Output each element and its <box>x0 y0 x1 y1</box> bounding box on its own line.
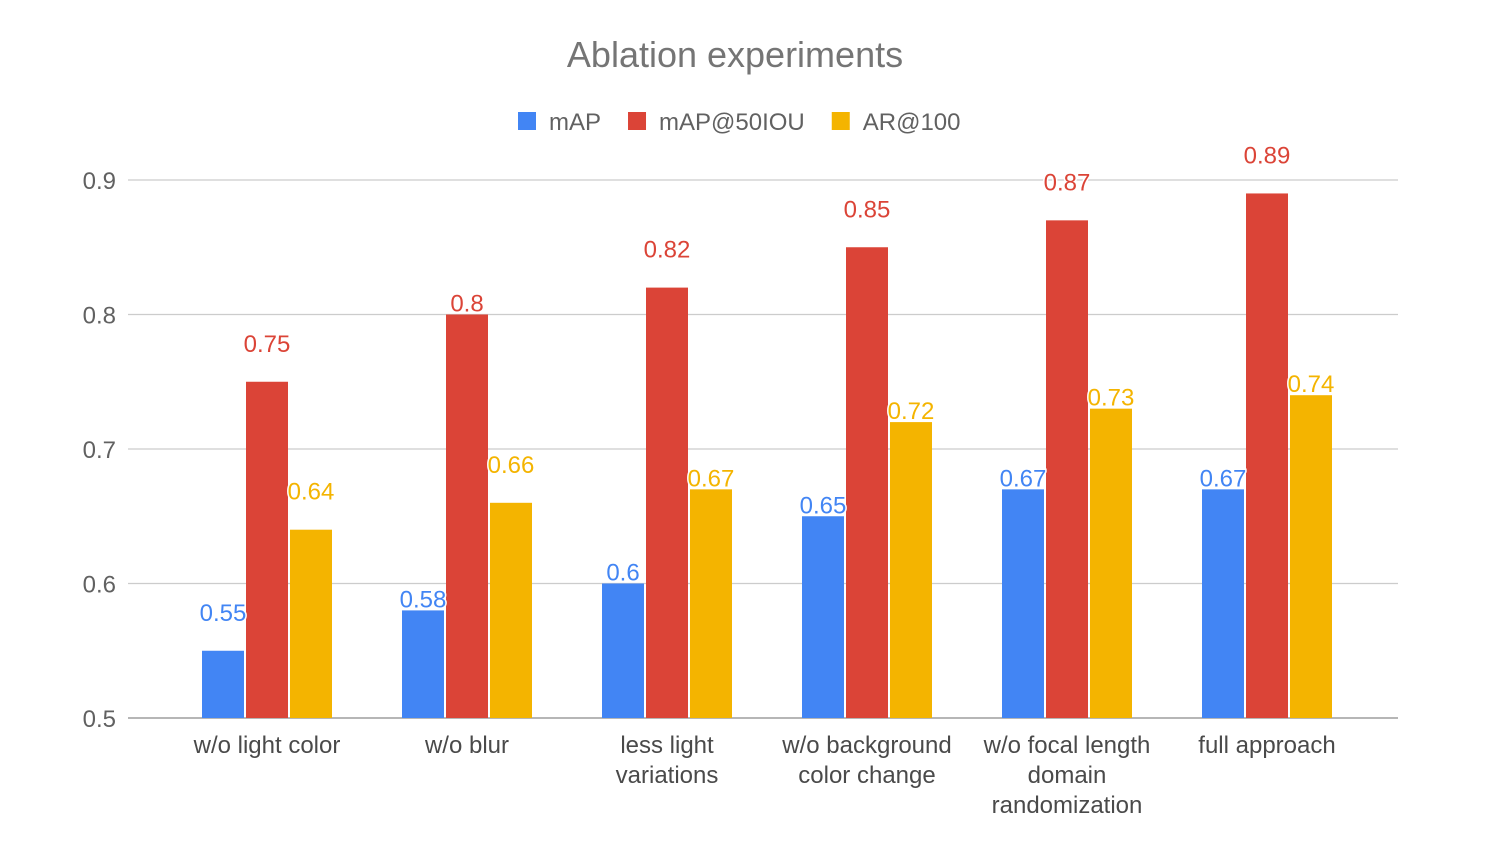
legend-label-1: mAP@50IOU <box>659 109 805 136</box>
x-category-label-4-2: randomization <box>992 792 1143 819</box>
chart-title: Ablation experiments <box>567 34 903 75</box>
x-category-label-3-1: color change <box>798 762 935 789</box>
bar-2-1 <box>490 502 532 718</box>
data-label-2-0: 0.64 <box>288 479 335 506</box>
bar-1-0 <box>246 381 288 718</box>
bar-2-5 <box>1290 395 1332 718</box>
legend-label-2: AR@100 <box>863 109 961 136</box>
data-label-0-4: 0.67 <box>1000 465 1047 492</box>
data-label-1-4: 0.87 <box>1044 169 1091 196</box>
data-label-0-5: 0.67 <box>1200 465 1247 492</box>
x-category-label-4-0: w/o focal length <box>983 732 1151 759</box>
data-label-1-0: 0.75 <box>244 331 291 358</box>
y-axis: 0.5 0.6 0.7 0.8 0.9 <box>83 168 116 733</box>
data-label-2-1: 0.66 <box>488 452 535 479</box>
data-label-1-3: 0.85 <box>844 196 891 223</box>
bar-1-1 <box>446 314 488 718</box>
legend-swatch-0 <box>518 112 536 130</box>
data-label-1-1: 0.8 <box>450 291 483 318</box>
data-label-2-2: 0.67 <box>688 465 735 492</box>
x-category-label-1-0: w/o blur <box>424 732 509 759</box>
gridlines <box>128 179 1398 719</box>
legend-swatch-2 <box>831 112 850 130</box>
legend-label-0: mAP <box>549 109 601 136</box>
legend-swatch-1 <box>628 112 647 130</box>
y-tick-label-2: 0.7 <box>83 437 116 464</box>
y-tick-label-1: 0.6 <box>83 572 116 599</box>
y-tick-label-0: 0.5 <box>83 706 116 733</box>
data-label-1-2: 0.82 <box>644 237 691 264</box>
y-tick-label-4: 0.9 <box>83 168 116 195</box>
bar-0-4 <box>1002 489 1044 718</box>
bar-0-3 <box>802 516 844 718</box>
bar-1-2 <box>646 287 688 718</box>
data-label-2-5: 0.74 <box>1288 371 1335 398</box>
data-label-2-4: 0.73 <box>1088 385 1135 412</box>
x-category-label-4-1: domain <box>1028 762 1107 789</box>
bar-1-4 <box>1046 220 1088 718</box>
legend: mAP mAP@50IOU AR@100 <box>518 109 961 136</box>
bar-2-2 <box>690 489 732 718</box>
bar-2-3 <box>890 422 932 718</box>
bar-0-2 <box>602 583 644 718</box>
bars <box>202 193 1332 718</box>
x-category-label-0-0: w/o light color <box>193 732 341 759</box>
data-label-0-1: 0.58 <box>400 586 447 613</box>
data-labels: 0.55 0.75 0.64 0.58 0.8 0.66 0.6 0.82 0.67 0.65 0.… <box>198 141 1336 628</box>
bar-0-1 <box>402 610 444 718</box>
x-category-label-2-0: less light <box>620 732 714 759</box>
data-label-2-3: 0.72 <box>888 398 935 425</box>
bar-0-0 <box>202 650 244 718</box>
bar-2-0 <box>290 529 332 718</box>
data-label-0-3: 0.65 <box>800 492 847 519</box>
bar-2-4 <box>1090 408 1132 718</box>
x-axis: w/o light color w/o blur less light variati… <box>193 732 1336 819</box>
bar-1-3 <box>846 247 888 718</box>
bar-0-5 <box>1202 489 1244 718</box>
x-category-label-2-1: variations <box>616 762 719 789</box>
x-category-label-5-0: full approach <box>1198 732 1335 759</box>
data-label-0-0: 0.55 <box>200 600 247 627</box>
y-tick-label-3: 0.8 <box>83 303 116 330</box>
data-label-0-2: 0.6 <box>606 560 639 587</box>
data-label-1-5: 0.89 <box>1244 142 1291 169</box>
x-category-label-3-0: w/o background <box>781 732 951 759</box>
bar-1-5 <box>1246 193 1288 718</box>
